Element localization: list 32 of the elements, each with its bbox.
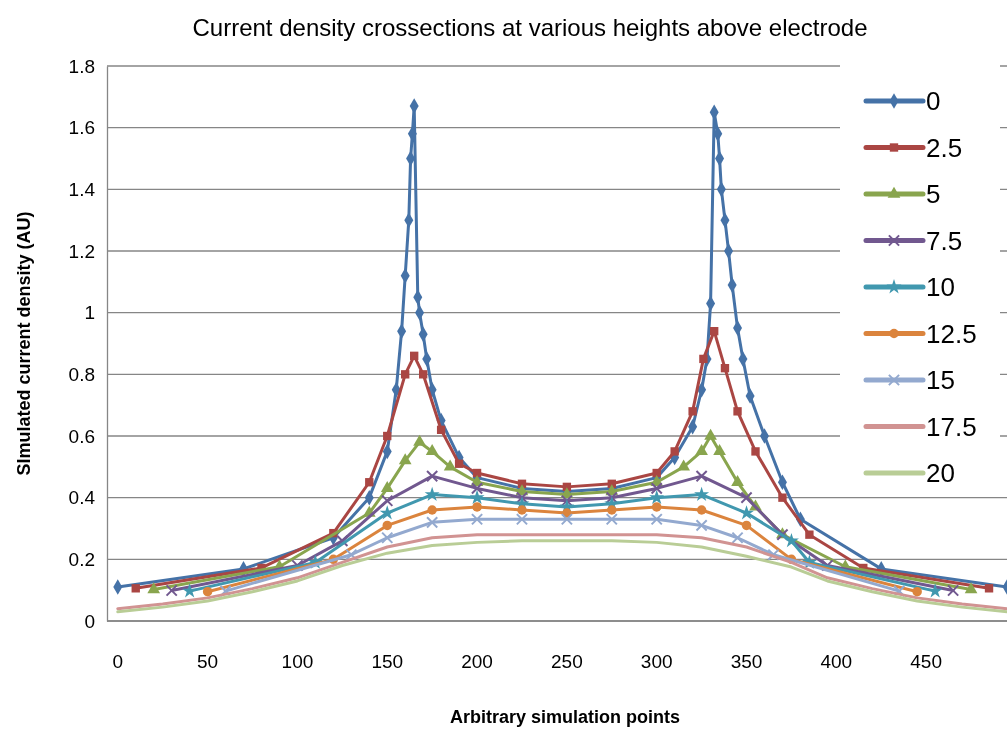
x-tick-label: 400 <box>820 651 853 672</box>
legend-label: 15 <box>926 365 955 395</box>
x-tick-label: 50 <box>197 651 219 672</box>
x-tick-label: 200 <box>461 651 493 672</box>
legend-label: 2.5 <box>926 132 963 163</box>
y-tick-label: 1.4 <box>68 178 96 200</box>
legend-label: 0 <box>926 86 941 116</box>
legend-label: 7.5 <box>926 225 963 256</box>
x-tick-label: 150 <box>371 651 404 672</box>
y-axis-title: SImulated current density (AU) <box>14 211 34 476</box>
legend-label: 10 <box>926 272 955 302</box>
y-tick-label: 1.8 <box>68 55 95 77</box>
y-tick-label: 0.4 <box>68 487 96 509</box>
x-tick-label: 350 <box>730 651 763 672</box>
y-tick-label: 0.6 <box>68 425 95 447</box>
x-tick-label: 450 <box>910 651 943 672</box>
y-tick-label: 1.2 <box>68 240 95 262</box>
y-tick-label: 0.2 <box>68 548 95 570</box>
y-tick-label: 0.8 <box>68 363 95 385</box>
legend-label: 17.5 <box>926 411 977 442</box>
y-tick-label: 1.6 <box>68 117 95 139</box>
x-tick-label: 100 <box>281 651 314 672</box>
y-tick-label: 0 <box>84 610 95 632</box>
x-axis-title: Arbitrary simulation points <box>449 707 681 727</box>
x-tick-label: 0 <box>112 651 124 672</box>
legend-label: 5 <box>926 179 941 209</box>
chart-title: Current density crossections at various heights above electrode <box>192 14 868 41</box>
x-tick-label: 250 <box>551 651 583 672</box>
x-tick-label: 300 <box>640 651 673 672</box>
legend-label: 20 <box>926 458 955 488</box>
y-tick-label: 1 <box>84 302 95 324</box>
legend-label: 12.5 <box>926 318 977 349</box>
